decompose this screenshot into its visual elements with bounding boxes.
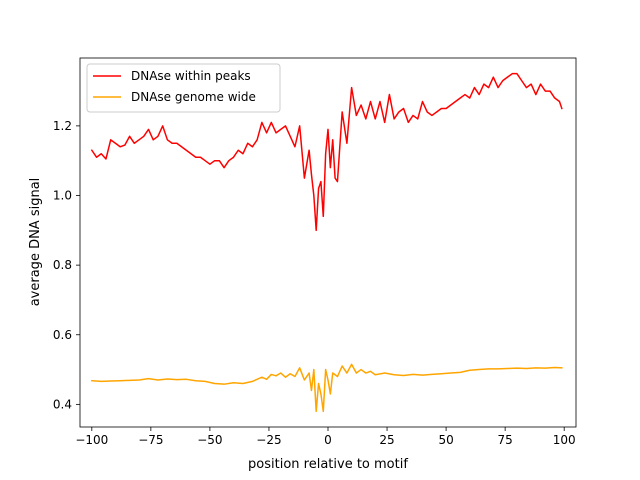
x-tick-label: −25 [256,433,281,447]
legend-label-2: DNAse genome wide [131,90,256,104]
legend-label-1: DNAse within peaks [131,69,251,83]
x-tick-label: −50 [197,433,222,447]
x-tick-label: 75 [498,433,513,447]
x-tick-label: 25 [379,433,394,447]
y-tick-label: 1.2 [53,119,72,133]
y-tick-label: 0.6 [53,328,72,342]
y-axis: 0.4 0.6 0.8 1.0 1.2 [53,119,80,411]
x-tick-label: 0 [324,433,332,447]
x-axis-label: position relative to motif [248,457,408,472]
x-tick-label: −75 [138,433,163,447]
legend-box [86,63,281,113]
x-tick-label: 50 [438,433,453,447]
series-layer [90,72,563,413]
y-tick-label: 0.8 [53,258,72,272]
x-tick-label: 100 [553,433,576,447]
y-axis-label: average DNA signal [28,178,43,307]
legend: DNAse within peaks DNAse genome wide [86,63,281,113]
series-line-2 [91,363,563,413]
y-tick-label: 0.4 [53,397,72,411]
x-axis: −100 −75 −50 −25 0 25 50 75 100 [75,427,576,447]
x-tick-label: −100 [75,433,108,447]
series-line-1 [90,72,563,232]
y-tick-label: 1.0 [53,189,72,203]
